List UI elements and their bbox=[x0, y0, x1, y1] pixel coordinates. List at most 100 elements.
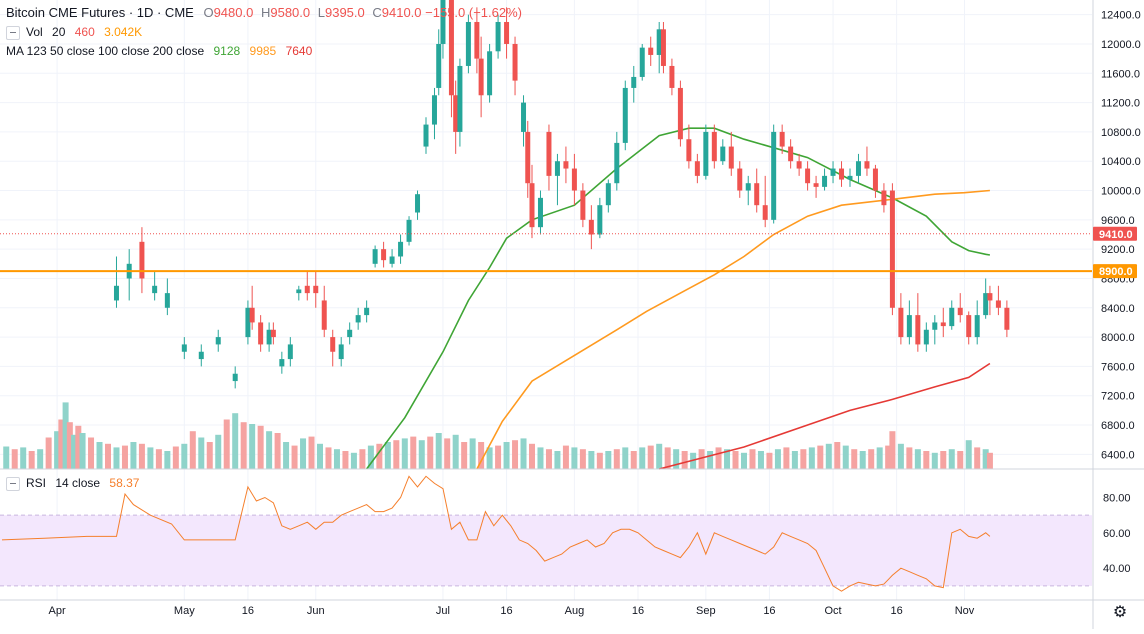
collapse-icon[interactable] bbox=[6, 25, 20, 40]
volume-bar bbox=[931, 452, 938, 469]
volume-bar bbox=[444, 438, 451, 469]
candle-body bbox=[338, 344, 344, 360]
volume-bar bbox=[181, 443, 188, 469]
volume-bar bbox=[138, 443, 145, 469]
close-value: 9410.0 −155.0 (−1.62%) bbox=[381, 5, 522, 20]
rsi-params: 14 close bbox=[55, 476, 101, 490]
volume-bar bbox=[88, 437, 95, 469]
volume-bar bbox=[698, 449, 705, 469]
symbol-title[interactable]: Bitcoin CME Futures · 1D · CME bbox=[6, 5, 194, 20]
rsi-tick-label: 80.00 bbox=[1103, 493, 1131, 505]
volume-bar bbox=[308, 436, 315, 469]
price-tick-label: 10800.0 bbox=[1101, 127, 1141, 139]
price-tick-label: 7600.0 bbox=[1101, 361, 1135, 373]
volume-bar bbox=[62, 402, 69, 469]
volume-bar bbox=[232, 413, 239, 469]
collapse-icon[interactable] bbox=[6, 476, 20, 491]
candle-body bbox=[720, 146, 726, 162]
volume-bar bbox=[554, 451, 561, 469]
candle-body bbox=[364, 307, 370, 316]
volume-bar bbox=[266, 431, 273, 469]
volume-bar bbox=[240, 422, 247, 469]
volume-bar bbox=[283, 442, 290, 469]
candle-body bbox=[983, 293, 989, 316]
candle-body bbox=[198, 351, 204, 360]
volume-bar bbox=[923, 451, 930, 469]
candle-body bbox=[181, 344, 187, 352]
volume-bar bbox=[215, 434, 222, 469]
volume-name[interactable]: Vol bbox=[26, 25, 43, 39]
time-tick-label: 16 bbox=[500, 605, 512, 617]
candle-body bbox=[898, 307, 904, 338]
volume-bar bbox=[562, 445, 569, 469]
price-tick-label: 12000.0 bbox=[1101, 39, 1141, 51]
volume-bar bbox=[274, 433, 281, 469]
volume-bar bbox=[164, 451, 171, 469]
candle-body bbox=[245, 307, 251, 338]
candle-body bbox=[423, 124, 429, 147]
volume-bar bbox=[588, 451, 595, 469]
volume-bar bbox=[503, 442, 510, 469]
candle-body bbox=[728, 146, 734, 169]
volume-bar bbox=[529, 443, 535, 469]
volume-bar bbox=[732, 451, 739, 469]
volume-bar bbox=[317, 443, 323, 469]
candle-body bbox=[995, 300, 1001, 308]
volume-bar bbox=[512, 440, 519, 469]
candle-body bbox=[474, 21, 480, 59]
candle-body bbox=[855, 161, 861, 176]
volume-bar bbox=[376, 443, 383, 469]
volume-bar bbox=[766, 452, 773, 469]
volume-bar bbox=[384, 442, 391, 469]
symbol-legend[interactable]: Bitcoin CME Futures · 1D · CME O9480.0 H… bbox=[6, 5, 526, 20]
gear-icon[interactable]: ⚙ bbox=[1112, 604, 1128, 621]
volume-bar bbox=[418, 440, 425, 469]
candle-body bbox=[436, 43, 442, 88]
volume-bar bbox=[774, 449, 781, 469]
candle-body bbox=[694, 161, 700, 176]
ma100-value: 9985 bbox=[249, 44, 277, 58]
candle-body bbox=[605, 183, 611, 206]
candle-body bbox=[745, 183, 751, 191]
price-label-text: 9410.0 bbox=[1099, 229, 1133, 241]
time-tick-label: Jun bbox=[307, 605, 325, 617]
candle-body bbox=[796, 161, 802, 169]
rsi-name[interactable]: RSI bbox=[26, 476, 47, 490]
candle-body bbox=[355, 315, 361, 323]
volume-bar bbox=[469, 438, 476, 469]
candle-body bbox=[279, 359, 285, 367]
volume-bar bbox=[889, 431, 896, 469]
volume-bar bbox=[198, 437, 205, 469]
volume-bar bbox=[486, 447, 493, 469]
candle-body bbox=[381, 249, 387, 261]
ma-legend[interactable]: MA 123 50 close 100 close 200 close 9128… bbox=[6, 44, 318, 58]
volume-bar bbox=[79, 433, 86, 469]
volume-bar bbox=[113, 447, 120, 469]
candle-body bbox=[232, 373, 238, 382]
volume-legend[interactable]: Vol 20 460 3.042K bbox=[6, 25, 148, 40]
grid-layer bbox=[0, 0, 1092, 600]
volume-bar bbox=[579, 449, 586, 469]
ma200-line bbox=[658, 362, 991, 470]
price-tick-label: 10000.0 bbox=[1101, 186, 1141, 198]
candle-body bbox=[923, 329, 929, 345]
volume-value: 460 bbox=[74, 25, 95, 39]
candle-body bbox=[571, 168, 577, 191]
volume-bar bbox=[664, 447, 671, 469]
candle-body bbox=[915, 315, 921, 345]
volume-bar bbox=[206, 442, 213, 469]
price-tick-label: 12400.0 bbox=[1101, 10, 1141, 22]
candle-body bbox=[525, 131, 531, 184]
ma50-line bbox=[365, 127, 991, 470]
candle-body bbox=[465, 21, 471, 66]
open-value: 9480.0 bbox=[213, 5, 254, 20]
volume-bar bbox=[906, 447, 913, 469]
rsi-legend[interactable]: RSI 14 close 58.37 bbox=[6, 476, 145, 491]
volume-bar bbox=[461, 442, 468, 469]
candle-body bbox=[287, 344, 293, 360]
candle-body bbox=[304, 285, 310, 294]
time-tick-label: Aug bbox=[565, 605, 585, 617]
ma-name[interactable]: MA 123 50 close 100 close 200 close bbox=[6, 44, 205, 58]
